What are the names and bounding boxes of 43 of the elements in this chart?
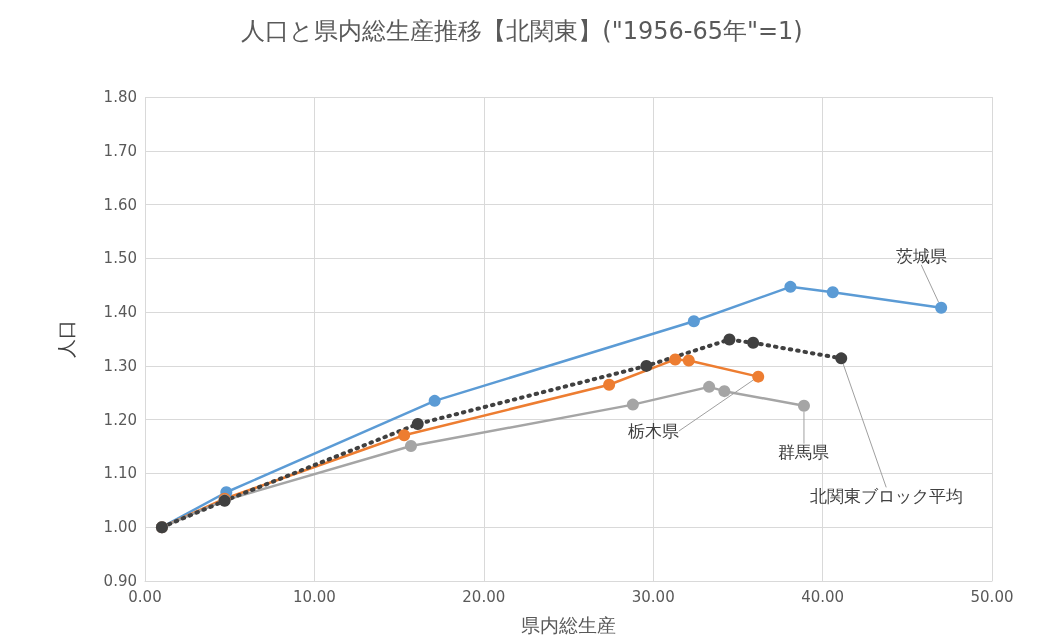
point <box>747 336 760 349</box>
x-tick-label: 30.00 <box>631 587 675 606</box>
point <box>626 398 639 411</box>
legend-label: 群馬県 <box>778 442 830 463</box>
point <box>723 333 736 346</box>
text: 茨城県 <box>895 246 947 267</box>
point <box>752 370 765 383</box>
y-tick-label: 1.60 <box>103 195 137 214</box>
point <box>398 429 411 442</box>
y-tick-label: 1.30 <box>103 356 137 375</box>
point <box>835 352 848 365</box>
chart-title: 人口と県内総生産推移【北関東】("1956-65年"=1) <box>241 17 803 45</box>
point <box>703 380 716 393</box>
y-tick-label: 1.00 <box>103 518 137 537</box>
point <box>687 315 700 328</box>
y-axis-title: 人口 <box>54 320 77 358</box>
point <box>669 353 682 366</box>
point <box>797 399 810 412</box>
y-tick-label: 1.10 <box>103 464 137 483</box>
point <box>640 359 653 372</box>
y-tick-label: 1.80 <box>103 88 137 106</box>
point <box>603 378 616 391</box>
text: 栃木県 <box>627 421 679 442</box>
point <box>411 417 424 430</box>
x-tick-label: 20.00 <box>462 587 506 606</box>
y-tick-label: 1.70 <box>103 141 137 160</box>
y-tick-label: 1.20 <box>103 410 137 429</box>
x-tick-label: 40.00 <box>801 587 845 606</box>
point <box>682 354 695 367</box>
y-tick-label: 0.90 <box>103 572 137 590</box>
x-tick-label: 10.00 <box>292 587 336 606</box>
point <box>826 286 839 299</box>
x-axis-title: 県内総生産 <box>521 613 616 636</box>
x-tick-label: 0.00 <box>128 587 162 606</box>
point <box>428 394 441 407</box>
y-tick-label: 1.40 <box>103 303 137 322</box>
point <box>404 440 417 453</box>
text: 北関東ブロック平均 <box>809 485 963 506</box>
point <box>935 301 948 314</box>
x-tick-label: 50.00 <box>970 587 1014 606</box>
y-tick-label: 1.50 <box>103 249 137 268</box>
point <box>784 280 797 293</box>
point <box>718 385 731 398</box>
